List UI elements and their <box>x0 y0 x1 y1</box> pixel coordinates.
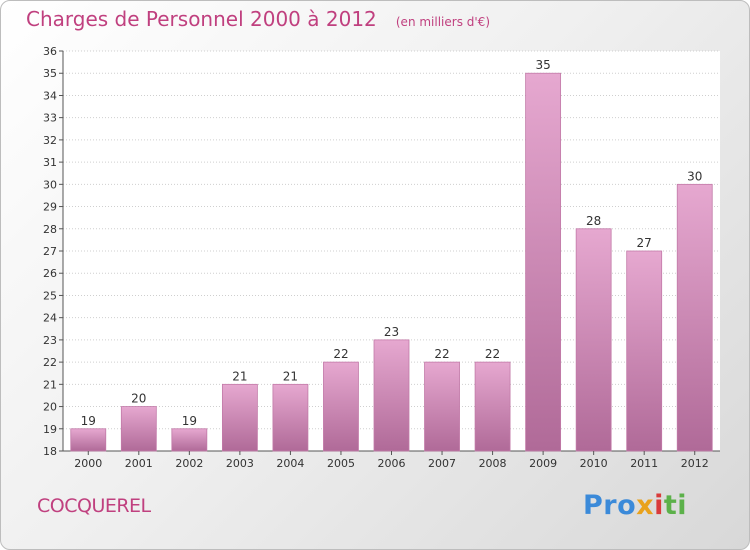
x-tick-label: 2007 <box>428 457 456 470</box>
x-tick-label: 2002 <box>175 457 203 470</box>
y-tick-label: 20 <box>43 401 57 414</box>
brand-part-3: i <box>654 490 664 521</box>
bar <box>70 428 107 452</box>
y-tick-label: 18 <box>43 445 57 458</box>
bar <box>575 228 612 452</box>
bar <box>676 183 713 452</box>
y-tick-label: 32 <box>43 134 57 147</box>
data-label: 19 <box>81 414 96 428</box>
x-tick-label: 2006 <box>378 457 406 470</box>
data-label: 22 <box>485 347 500 361</box>
bar <box>373 339 410 452</box>
x-tick-label: 2003 <box>226 457 254 470</box>
x-tick-label: 2010 <box>580 457 608 470</box>
brand-part-2: x <box>636 490 655 521</box>
brand-part-4: ti <box>663 490 688 521</box>
y-tick-label: 26 <box>43 267 57 280</box>
y-tick-label: 31 <box>43 156 57 169</box>
y-tick-label: 34 <box>43 89 57 102</box>
data-label: 27 <box>637 236 652 250</box>
y-tick-label: 35 <box>43 67 57 80</box>
bar <box>171 428 208 452</box>
data-label: 35 <box>535 58 550 72</box>
y-tick-label: 33 <box>43 112 57 125</box>
y-tick-label: 21 <box>43 378 57 391</box>
brand-logo: Proxiti <box>583 490 687 521</box>
x-tick-label: 2005 <box>327 457 355 470</box>
x-tick-label: 2001 <box>125 457 153 470</box>
bar <box>626 250 663 452</box>
data-label: 22 <box>434 347 449 361</box>
y-tick-label: 24 <box>43 312 57 325</box>
bar <box>272 383 309 452</box>
bar <box>120 406 157 452</box>
y-tick-label: 25 <box>43 289 57 302</box>
x-tick-label: 2008 <box>479 457 507 470</box>
data-label: 28 <box>586 214 601 228</box>
bar <box>474 361 511 452</box>
y-tick-label: 22 <box>43 356 57 369</box>
data-label: 23 <box>384 325 399 339</box>
y-tick-label: 27 <box>43 245 57 258</box>
y-tick-label: 19 <box>43 423 57 436</box>
commune-name: COCQUEREL <box>37 495 151 517</box>
x-tick-label: 2009 <box>529 457 557 470</box>
y-tick-label: 30 <box>43 178 57 191</box>
data-label: 30 <box>687 169 702 183</box>
data-label: 21 <box>232 369 247 383</box>
data-label: 22 <box>333 347 348 361</box>
data-label: 21 <box>283 369 298 383</box>
y-tick-label: 28 <box>43 223 57 236</box>
y-tick-label: 23 <box>43 334 57 347</box>
chart-subtitle: (en milliers d'€) <box>395 15 490 29</box>
x-tick-label: 2012 <box>681 457 709 470</box>
data-label: 20 <box>131 392 146 406</box>
chart-title: Charges de Personnel 2000 à 2012 <box>26 7 377 31</box>
x-tick-label: 2000 <box>74 457 102 470</box>
y-tick-label: 36 <box>43 45 57 58</box>
bar <box>424 361 460 452</box>
y-tick-label: 29 <box>43 201 57 214</box>
data-label: 19 <box>182 414 197 428</box>
bar <box>221 383 258 452</box>
x-tick-label: 2011 <box>630 457 658 470</box>
brand-part-1: Pro <box>583 490 637 521</box>
title-row: Charges de Personnel 2000 à 2012 (en mil… <box>26 7 490 31</box>
bar <box>323 361 359 452</box>
x-tick-label: 2004 <box>276 457 304 470</box>
bar <box>525 72 562 452</box>
